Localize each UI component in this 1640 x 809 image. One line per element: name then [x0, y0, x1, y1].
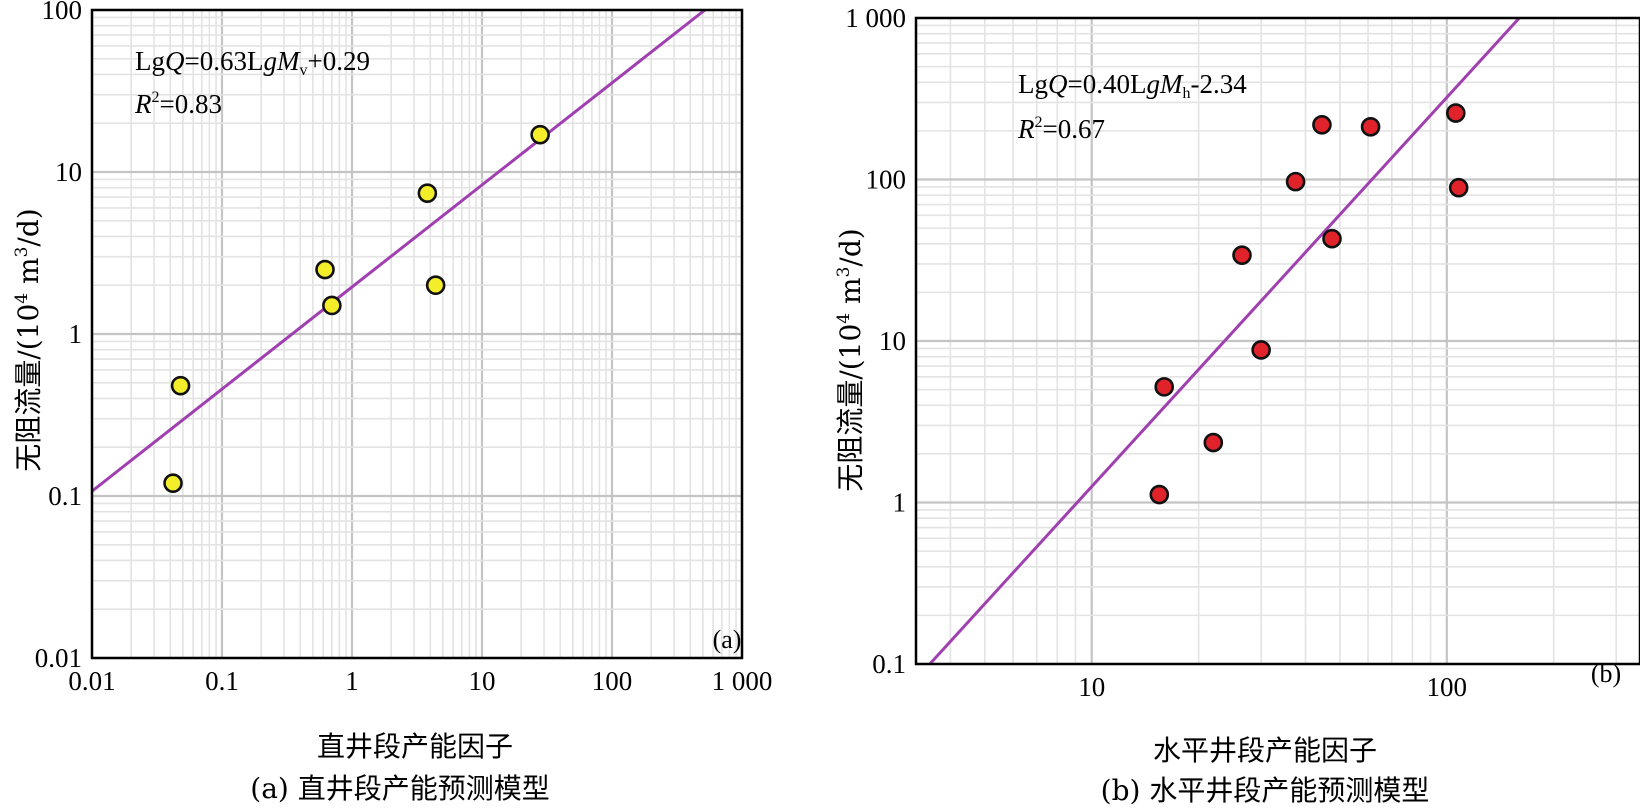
panel-a-x-ticks: 0.01 0.1 1 10 100 1 000 [68, 666, 772, 696]
y-tick-label: 100 [866, 165, 907, 195]
data-point [417, 183, 438, 203]
x-tick-label: 10 [469, 666, 496, 696]
panel-a-y-ticks: 0.01 0.1 1 10 100 [35, 0, 82, 673]
data-point [322, 295, 342, 316]
panel-b-equation: LgQ=0.40LgMh-2.34 [1018, 69, 1247, 102]
data-point [1445, 103, 1466, 123]
panel-a-points [163, 124, 550, 493]
panel-a-equation: LgQ=0.63LgMv+0.29 [135, 46, 370, 79]
data-point [1360, 116, 1381, 137]
panel-a-frame [90, 8, 744, 660]
y-tick-label: 10 [55, 157, 82, 187]
panel-b-frame [914, 16, 1640, 666]
x-tick-label: 0.1 [205, 666, 239, 696]
fit-line [928, 16, 1521, 666]
panel-b-r2: R2=0.67 [1017, 114, 1105, 144]
panel-a-fit-line [91, 8, 706, 493]
data-point [1154, 377, 1174, 397]
panel-b-label: (b) [1591, 659, 1621, 688]
data-point [315, 259, 335, 280]
data-point [1285, 171, 1306, 192]
x-tick-label: 0.01 [68, 666, 115, 696]
panel-b-y-ticks: 0.1 1 10 100 1 000 [845, 3, 906, 679]
data-point [1322, 228, 1342, 249]
y-tick-label: 1 [69, 319, 83, 349]
panel-b-x-ticks: 10 100 [1078, 672, 1467, 702]
data-point [530, 124, 550, 145]
panel-b-x-axis-label: 水平井段产能因子 [1153, 734, 1377, 767]
data-point [1251, 340, 1271, 360]
panel-a-y-axis-label: 无阻流量/(104 m3/d) [12, 208, 45, 471]
fit-line [91, 8, 706, 493]
panel-a-label: (a) [713, 625, 742, 654]
x-tick-label: 1 000 [712, 666, 773, 696]
y-tick-label: 0.1 [872, 649, 906, 679]
panel-b-caption: (b) 水平井段产能预测模型 [1101, 774, 1430, 807]
y-tick-label: 1 [893, 488, 907, 518]
panel-b-fit-line [928, 16, 1521, 666]
data-point [1448, 177, 1469, 198]
x-tick-label: 1 [345, 666, 359, 696]
data-point [1312, 115, 1332, 135]
y-tick-label: 0.1 [48, 481, 82, 511]
x-tick-label: 100 [1427, 672, 1468, 702]
y-tick-label: 100 [42, 0, 83, 25]
x-tick-label: 100 [592, 666, 633, 696]
data-point [1203, 432, 1224, 453]
panel-a-caption: (a) 直井段产能预测模型 [250, 772, 549, 805]
panel-a: 0.01 0.1 1 10 100 1 000 0.01 0.1 1 10 100 LgQ=0.6… [12, 0, 772, 805]
panel-b-y-axis-label: 无阻流量/(104 m3/d) [834, 228, 867, 491]
panel-b: 10 100 0.1 1 10 100 1 000 LgQ=0.40LgMh-2.34 R… [834, 3, 1640, 807]
y-tick-label: 1 000 [845, 3, 906, 33]
panel-b-points [1149, 103, 1469, 505]
data-point [425, 275, 446, 296]
panel-a-x-axis-label: 直井段产能因子 [317, 730, 513, 763]
y-tick-label: 10 [879, 326, 906, 356]
data-point [1149, 484, 1170, 505]
data-point [163, 473, 183, 493]
x-tick-label: 10 [1078, 672, 1105, 702]
data-point [170, 375, 191, 396]
panel-a-r2: R2=0.83 [134, 89, 222, 119]
y-tick-label: 0.01 [35, 643, 82, 673]
data-point [1232, 245, 1252, 265]
